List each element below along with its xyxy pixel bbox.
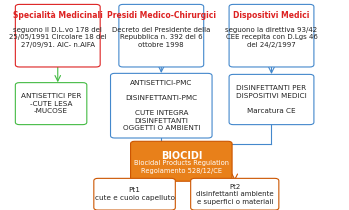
- FancyBboxPatch shape: [94, 178, 175, 210]
- FancyBboxPatch shape: [191, 178, 279, 210]
- Text: ANTISETTICI-PMC

DISINFETTANTI-PMC

CUTE INTEGRA
DISINFETTANTI
OGGETTI O AMBIENT: ANTISETTICI-PMC DISINFETTANTI-PMC CUTE I…: [122, 80, 200, 131]
- Text: seguono la direttiva 93/42
CEE recepita con D.Lgs 46
del 24/2/1997: seguono la direttiva 93/42 CEE recepita …: [225, 27, 318, 48]
- Text: DISINFETTANTI PER
DISPOSITIVI MEDICI

Marcatura CE: DISINFETTANTI PER DISPOSITIVI MEDICI Mar…: [236, 85, 307, 114]
- Text: Pt2
disinfettanti ambiente
e superfici o materiali: Pt2 disinfettanti ambiente e superfici o…: [196, 184, 274, 205]
- Text: seguono il D.L.vo 178 del
25/05/1991 Circolare 18 del
27/09/91. AIC- n.AIFA: seguono il D.L.vo 178 del 25/05/1991 Cir…: [9, 27, 106, 48]
- FancyBboxPatch shape: [15, 4, 100, 67]
- FancyBboxPatch shape: [131, 141, 232, 181]
- Text: BIOCIDI: BIOCIDI: [161, 151, 202, 161]
- Text: Biocidal Products Regulation
Regolamento 528/12/CE: Biocidal Products Regulation Regolamento…: [134, 160, 229, 174]
- Text: Decreto del Presidente della
Repubblica n. 392 del 6
ottobre 1998: Decreto del Presidente della Repubblica …: [112, 27, 210, 48]
- Text: Dispositivi Medici: Dispositivi Medici: [233, 11, 310, 20]
- Text: Presidi Medico-Chirurgici: Presidi Medico-Chirurgici: [107, 11, 216, 20]
- Text: Pt1
cute e cuoio capelluto: Pt1 cute e cuoio capelluto: [95, 188, 174, 201]
- FancyBboxPatch shape: [15, 83, 87, 125]
- FancyBboxPatch shape: [119, 4, 204, 67]
- Text: Specialità Medicinali: Specialità Medicinali: [13, 11, 103, 20]
- FancyBboxPatch shape: [229, 4, 314, 67]
- FancyBboxPatch shape: [229, 74, 314, 125]
- Text: ANTISETTICI PER
-CUTE LESA
-MUCOSE: ANTISETTICI PER -CUTE LESA -MUCOSE: [21, 93, 81, 114]
- FancyBboxPatch shape: [111, 73, 212, 138]
